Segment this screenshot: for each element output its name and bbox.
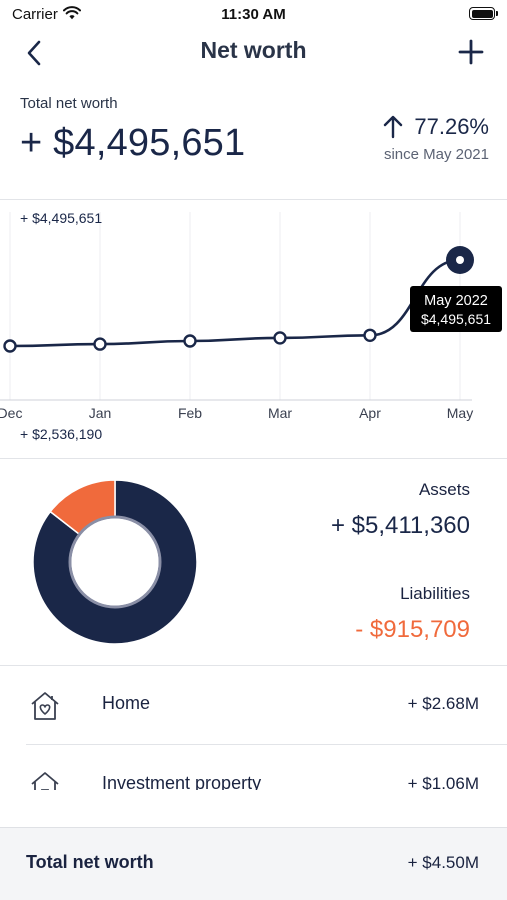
chevron-left-icon[interactable]: [20, 38, 50, 68]
change-indicator: 77.26% since May 2021: [380, 114, 489, 163]
divider: [0, 665, 507, 666]
battery-icon: [469, 7, 498, 20]
plus-icon[interactable]: [455, 36, 487, 68]
footer-total-value: + $4.50M: [407, 853, 479, 872]
chart-canvas[interactable]: Dec Jan Feb Mar Apr May May 2022 $4,495,651: [0, 200, 507, 458]
divider: [0, 199, 507, 200]
list-item-label: Investment property: [102, 773, 262, 790]
list-item-value: + $1.06M: [407, 774, 479, 790]
page-title: Net worth: [200, 37, 307, 63]
chart-x-tick-label: Jan: [89, 405, 112, 421]
house-icon: [31, 772, 59, 790]
list-item[interactable]: Home + $2.68M: [0, 665, 507, 745]
chart-x-tick-label: Mar: [268, 405, 292, 421]
chart-min-label: + $2,536,190: [20, 426, 103, 442]
divider: [26, 744, 507, 745]
liabilities-label: Liabilities: [400, 584, 470, 603]
total-footer: Total net worth + $4.50M: [0, 827, 507, 900]
change-percent: 77.26%: [414, 114, 489, 139]
chart-series-line: [9, 258, 461, 348]
asset-list: Home + $2.68M Investment property + $1.0…: [0, 665, 507, 790]
wifi-icon: [63, 6, 81, 20]
chart-point[interactable]: [273, 331, 287, 345]
net-worth-chart[interactable]: Dec Jan Feb Mar Apr May May 2022 $4,495,651 + $…: [0, 200, 507, 458]
chart-point-center: [456, 256, 464, 264]
status-bar: Carrier 11:30 AM: [0, 0, 507, 28]
change-since: since May 2021: [383, 146, 489, 163]
list-item-value: + $2.68M: [407, 694, 479, 713]
chart-point[interactable]: [93, 337, 107, 351]
assets-label: Assets: [418, 480, 470, 499]
list-item[interactable]: Investment property + $1.06M: [0, 745, 507, 790]
chart-point[interactable]: [363, 328, 377, 342]
donut-hole: [71, 518, 159, 606]
chart-tooltip-value: $4,495,651: [421, 311, 491, 327]
chart-x-tick-label: Dec: [0, 405, 22, 421]
chart-x-tick-label: May: [447, 405, 473, 421]
assets-liabilities-donut[interactable]: [31, 478, 199, 646]
list-item-label: Home: [102, 693, 151, 713]
liabilities-value: - $915,709: [355, 616, 470, 643]
house-heart-icon: [31, 692, 59, 720]
footer-total-label: Total net worth: [26, 852, 154, 872]
carrier-label: Carrier: [12, 6, 58, 23]
assets-value: + $5,411,360: [330, 512, 470, 539]
status-time: 11:30 AM: [221, 6, 286, 23]
chart-tooltip: [410, 286, 502, 332]
chart-x-tick-label: Feb: [178, 405, 202, 421]
arrow-up-icon: [384, 115, 403, 139]
chart-point[interactable]: [183, 334, 197, 348]
donut-inner-ring: [68, 515, 162, 609]
chart-max-label: + $4,495,651: [20, 210, 103, 226]
total-net-worth-label: Total net worth: [20, 95, 118, 112]
chart-point[interactable]: [3, 339, 17, 353]
divider: [0, 458, 507, 459]
chart-tooltip-title: May 2022: [424, 293, 488, 309]
chart-x-tick-label: Apr: [359, 405, 381, 421]
total-net-worth-value: + $4,495,651: [20, 122, 246, 164]
nav-bar: Net worth: [0, 28, 507, 76]
breakdown-section: Assets + $5,411,360 Liabilities - $915,7…: [0, 458, 507, 665]
